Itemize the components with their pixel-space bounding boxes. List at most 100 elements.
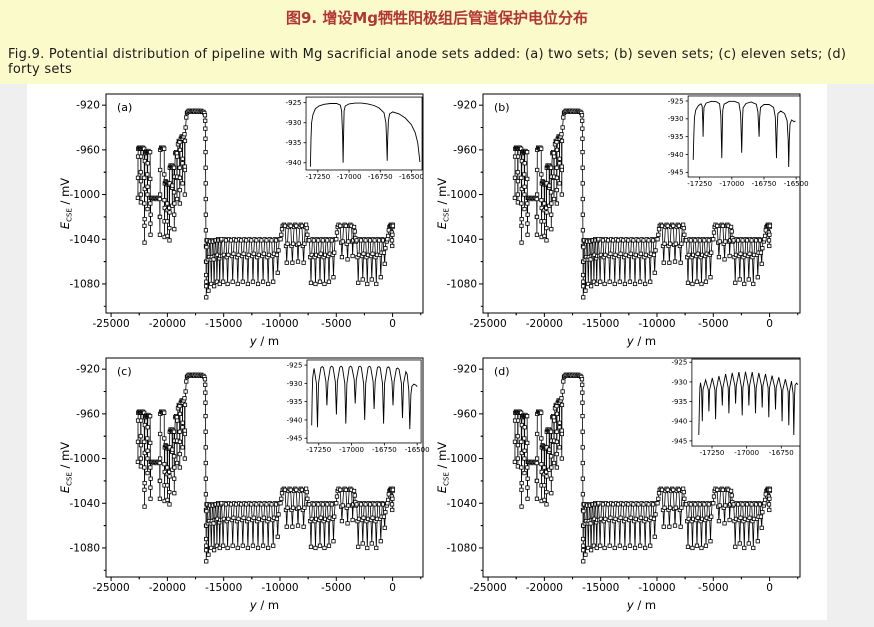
svg-text:-17000: -17000 [719,180,744,188]
svg-text:-15000: -15000 [582,318,619,330]
svg-text:0: 0 [766,318,773,330]
svg-text:-940: -940 [287,416,303,424]
svg-text:-5000: -5000 [321,582,352,594]
svg-text:-25000: -25000 [92,582,129,594]
svg-text:-25000: -25000 [469,318,506,330]
svg-text:-925: -925 [668,97,684,105]
svg-text:-935: -935 [668,133,684,141]
svg-text:-5000: -5000 [321,318,352,330]
inset-a: -17250 -17000 -16750 -16500 -925 -930 -935 -940 [286,96,424,181]
svg-text:-15000: -15000 [205,582,242,594]
svg-text:-940: -940 [672,418,688,426]
y-axis-title-a: ECSE / mV [58,178,74,229]
svg-text:-25000: -25000 [469,582,506,594]
subplot-b: -25000 -20000 -15000 -10000 -5000 0 -920 -960 -1… [435,93,809,348]
svg-text:-930: -930 [287,380,303,388]
inset-b: -17250 -17000 -16750 -16500 -925 -930 -935 -940… [668,95,809,188]
main-series-a [135,108,396,300]
svg-text:-10000: -10000 [638,582,675,594]
svg-text:-945: -945 [287,435,303,443]
svg-text:-17250: -17250 [306,446,331,454]
svg-text:-1080: -1080 [446,543,477,555]
svg-text:-920: -920 [453,364,477,376]
svg-text:-960: -960 [76,144,100,156]
figure-caption-en: Fig.9. Potential distribution of pipelin… [8,47,847,77]
svg-text:-935: -935 [672,398,688,406]
inset-c: -17250 -17000 -16750 -16500 -925 -930 -935 -940… [287,359,430,454]
svg-text:-960: -960 [453,408,477,420]
svg-text:-920: -920 [76,100,100,112]
panel-label-b: (b) [494,101,510,114]
svg-text:-935: -935 [286,139,302,147]
svg-text:-1000: -1000 [446,453,477,465]
svg-text:0: 0 [389,318,396,330]
x-axis-title-d: y / m [626,598,656,612]
svg-text:-1080: -1080 [446,279,477,291]
x-axis-title-b: y / m [626,334,656,348]
svg-text:-15000: -15000 [205,318,242,330]
svg-text:-17250: -17250 [687,180,712,188]
svg-text:-1000: -1000 [69,189,100,201]
svg-text:-930: -930 [286,119,302,127]
svg-text:-15000: -15000 [582,582,619,594]
x-axis-title-c: y / m [249,598,279,612]
svg-text:-17000: -17000 [734,449,759,457]
svg-text:-945: -945 [672,437,688,445]
svg-text:-20000: -20000 [149,318,186,330]
svg-text:-16750: -16750 [368,173,393,181]
svg-text:-1080: -1080 [69,279,100,291]
svg-text:-10000: -10000 [261,582,298,594]
svg-text:-17250: -17250 [700,449,725,457]
panel-label-a: (a) [117,101,132,114]
svg-text:-1040: -1040 [446,498,477,510]
svg-text:-1000: -1000 [446,189,477,201]
figure-panel: -25000 -20000 -15000 -10000 -5000 0 -920 -960 -1… [27,84,827,620]
caption-header: 图9. 增设Mg牺牲阳极组后管道保护电位分布 Fig.9. Potential … [0,0,874,84]
subplot-a: -25000 -20000 -15000 -10000 -5000 0 -920 -960 -1… [58,93,424,348]
panel-label-d: (d) [494,365,510,378]
inset-d: -17250 -17000 -16750 -925 -930 -935 -940 -945 [672,359,801,457]
figure-title-zh: 图9. 增设Mg牺牲阳极组后管道保护电位分布 [285,9,589,27]
main-series-c [135,372,396,564]
svg-text:-20000: -20000 [149,582,186,594]
svg-text:-16750: -16750 [752,180,777,188]
svg-text:-17000: -17000 [337,173,362,181]
svg-text:-920: -920 [76,364,100,376]
svg-text:-945: -945 [668,169,684,177]
svg-text:-16500: -16500 [399,173,424,181]
main-series-b [512,108,773,300]
svg-text:-17000: -17000 [339,446,364,454]
svg-text:-16500: -16500 [784,180,809,188]
svg-text:-5000: -5000 [698,318,729,330]
svg-text:-960: -960 [453,144,477,156]
svg-text:-20000: -20000 [526,318,563,330]
svg-text:-925: -925 [286,99,302,107]
panel-label-c: (c) [117,365,132,378]
svg-text:-925: -925 [672,359,688,367]
svg-text:-25000: -25000 [92,318,129,330]
svg-text:-5000: -5000 [698,582,729,594]
svg-text:-16500: -16500 [405,446,430,454]
svg-text:-930: -930 [668,115,684,123]
svg-text:-10000: -10000 [261,318,298,330]
y-axis-title-b: ECSE / mV [435,178,451,229]
y-axis-title-c: ECSE / mV [58,442,74,493]
svg-text:-1040: -1040 [69,498,100,510]
svg-text:-940: -940 [286,159,302,167]
svg-text:-925: -925 [287,361,303,369]
subplot-c: -25000 -20000 -15000 -10000 -5000 0 -920 -960 -1… [58,357,430,612]
svg-text:-16750: -16750 [769,449,794,457]
svg-text:-10000: -10000 [638,318,675,330]
svg-text:-1040: -1040 [446,234,477,246]
y-axis-title-d: ECSE / mV [435,442,451,493]
svg-text:-930: -930 [672,378,688,386]
svg-text:-17250: -17250 [305,173,330,181]
subplot-d: -25000 -20000 -15000 -10000 -5000 0 -920 -960 -1… [435,357,801,612]
svg-text:-1040: -1040 [69,234,100,246]
svg-text:-1000: -1000 [69,453,100,465]
x-axis-title-a: y / m [249,334,279,348]
svg-text:-935: -935 [287,398,303,406]
svg-text:-20000: -20000 [526,582,563,594]
svg-text:0: 0 [389,582,396,594]
figure-plots: -25000 -20000 -15000 -10000 -5000 0-920-960-1… [58,93,809,612]
